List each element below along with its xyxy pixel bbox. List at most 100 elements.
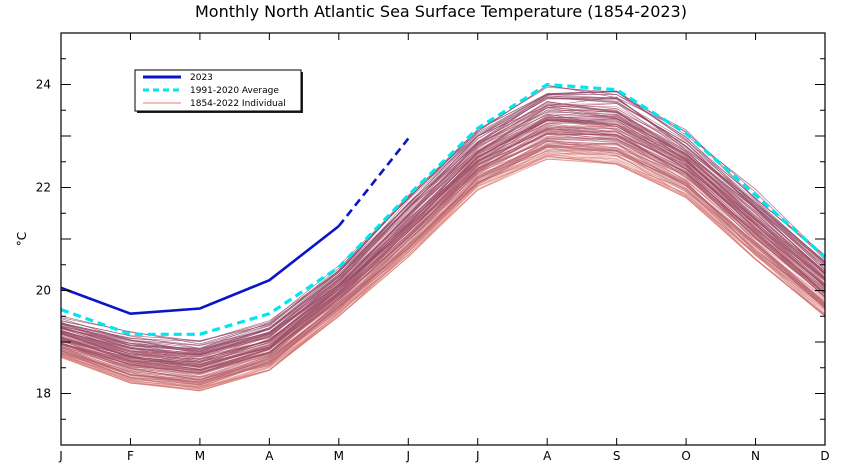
- individual-year-line: [60, 116, 826, 358]
- individual-year-line: [60, 101, 826, 350]
- individual-year-line: [60, 103, 826, 354]
- individual-year-line: [60, 104, 826, 355]
- x-tick-label: J: [475, 449, 480, 463]
- average-series-layer: [60, 82, 827, 336]
- x-tick-label: A: [265, 449, 274, 463]
- individual-year-line: [60, 106, 826, 358]
- individual-year-line: [60, 150, 826, 390]
- individual-year-line: [60, 105, 826, 354]
- legend-average-label: 1991-2020 Average: [190, 86, 279, 96]
- individual-year-line: [60, 107, 826, 357]
- individual-year-line: [60, 139, 826, 380]
- x-tick-label: M: [334, 449, 344, 463]
- individual-year-line: [60, 150, 826, 387]
- individual-year-line: [60, 151, 826, 387]
- individual-year-line: [60, 105, 826, 355]
- individual-year-line: [60, 152, 826, 388]
- individual-year-line: [60, 102, 826, 351]
- individual-year-line: [60, 106, 826, 356]
- x-tick-label: D: [820, 449, 829, 463]
- individual-year-line: [60, 158, 826, 392]
- individual-year-line: [60, 114, 826, 363]
- legend: 2023 1991-2020 Average 1854-2022 Individ…: [134, 69, 303, 113]
- individual-year-line: [60, 143, 826, 386]
- individual-year-line: [60, 110, 826, 358]
- individual-year-line: [60, 120, 826, 365]
- individual-year-line: [60, 138, 826, 371]
- individual-year-line: [60, 117, 826, 367]
- individual-year-line: [60, 155, 826, 392]
- individual-year-line: [60, 116, 826, 357]
- x-tick-label: M: [195, 449, 205, 463]
- individual-year-line: [60, 98, 826, 351]
- individual-year-line: [60, 107, 826, 362]
- individual-year-line: [60, 157, 826, 388]
- individual-year-line: [60, 155, 826, 392]
- individual-year-line: [60, 120, 826, 367]
- x-tick-label: J: [405, 449, 410, 463]
- individual-year-line: [60, 119, 826, 365]
- individual-year-line: [60, 114, 826, 359]
- individual-years-lines: [60, 84, 826, 392]
- individual-year-line: [60, 150, 826, 391]
- series-average-line: [60, 82, 827, 336]
- x-tick-label: N: [751, 449, 760, 463]
- individual-year-line: [60, 120, 826, 363]
- y-tick-label: 18: [36, 387, 51, 401]
- individual-year-line: [60, 156, 826, 392]
- individual-year-line: [60, 153, 826, 392]
- individual-year-line: [60, 152, 826, 387]
- individual-year-line: [60, 103, 826, 356]
- x-tick-label: J: [58, 449, 63, 463]
- individual-year-line: [60, 96, 826, 352]
- y-tick-label: 22: [36, 181, 51, 195]
- individual-year-line: [60, 158, 826, 388]
- individual-year-line: [60, 119, 826, 367]
- y-tick-label: 24: [36, 78, 51, 92]
- individual-year-line: [60, 91, 826, 350]
- individual-year-line: [60, 98, 826, 346]
- chart-title: Monthly North Atlantic Sea Surface Tempe…: [195, 2, 687, 21]
- individual-year-line: [60, 158, 826, 392]
- series-2023-partial-line: [337, 137, 410, 227]
- individual-year-line: [60, 156, 826, 392]
- legend-2023-label: 2023: [190, 73, 213, 83]
- individual-year-line: [60, 153, 826, 392]
- individual-year-line: [60, 145, 826, 388]
- series-2023-line: [60, 225, 340, 316]
- individual-year-line: [60, 103, 826, 356]
- individual-year-line: [60, 101, 826, 355]
- individual-year-line: [60, 85, 826, 341]
- individual-year-line: [60, 146, 826, 386]
- individual-year-line: [60, 118, 826, 365]
- individual-year-line: [60, 109, 826, 360]
- individual-year-line: [60, 140, 826, 383]
- individual-year-line: [60, 109, 826, 355]
- individual-year-line: [60, 95, 826, 353]
- individual-year-line: [60, 96, 826, 352]
- individual-year-line: [60, 112, 826, 360]
- x-tick-label: A: [543, 449, 552, 463]
- individual-year-line: [60, 127, 826, 374]
- individual-year-line: [60, 158, 826, 392]
- x-tick-label: F: [127, 449, 134, 463]
- axes: J F M A M J J A S O N D 18 20 22 24: [36, 32, 830, 463]
- individual-year-line: [60, 101, 826, 359]
- x-tick-label: S: [613, 449, 621, 463]
- individual-year-line: [60, 115, 826, 362]
- individual-year-line: [60, 108, 826, 355]
- individual-year-line: [60, 156, 826, 391]
- y-tick-label: 20: [36, 284, 51, 298]
- individual-year-line: [60, 146, 826, 388]
- individual-year-line: [60, 154, 826, 389]
- individual-year-line: [60, 150, 826, 381]
- y-axis-label: °C: [15, 232, 29, 246]
- individual-year-line: [60, 119, 826, 363]
- individual-year-line: [60, 147, 826, 386]
- individual-year-line: [60, 153, 826, 391]
- individual-year-line: [60, 133, 826, 373]
- individual-year-line: [60, 94, 826, 352]
- individual-year-line: [60, 96, 826, 346]
- individual-year-line: [60, 128, 826, 371]
- series-2023-layer: [60, 137, 410, 316]
